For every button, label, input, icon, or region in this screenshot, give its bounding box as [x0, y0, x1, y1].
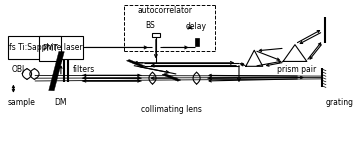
Bar — [152, 33, 160, 37]
Text: autocorrelator: autocorrelator — [137, 6, 192, 15]
Polygon shape — [49, 51, 64, 91]
Text: DM: DM — [55, 98, 67, 107]
Text: collimating lens: collimating lens — [141, 105, 202, 114]
Text: OBJ: OBJ — [12, 65, 25, 74]
Text: sample: sample — [7, 98, 35, 107]
Polygon shape — [126, 60, 145, 67]
Bar — [39, 36, 61, 61]
Text: BS: BS — [146, 21, 155, 30]
Bar — [195, 38, 198, 46]
Text: grating: grating — [326, 98, 353, 107]
Text: prism pair: prism pair — [277, 65, 316, 74]
Text: delay: delay — [186, 22, 207, 31]
Text: PMT: PMT — [42, 44, 58, 53]
Bar — [8, 36, 83, 59]
Text: fs Ti:Sapphire laser: fs Ti:Sapphire laser — [9, 43, 82, 52]
Polygon shape — [162, 73, 181, 81]
Text: filters: filters — [73, 65, 95, 74]
